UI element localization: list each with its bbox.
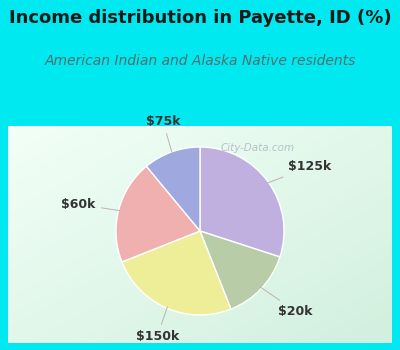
Text: $75k: $75k — [146, 115, 180, 153]
Wedge shape — [200, 231, 280, 309]
Wedge shape — [200, 147, 284, 257]
Text: $150k: $150k — [136, 307, 179, 343]
Text: $20k: $20k — [260, 287, 313, 317]
Wedge shape — [116, 166, 200, 262]
Text: $60k: $60k — [62, 198, 120, 211]
Text: Income distribution in Payette, ID (%): Income distribution in Payette, ID (%) — [9, 9, 391, 27]
Text: City-Data.com: City-Data.com — [220, 143, 294, 153]
Wedge shape — [146, 147, 200, 231]
Text: $125k: $125k — [267, 160, 332, 183]
Text: American Indian and Alaska Native residents: American Indian and Alaska Native reside… — [44, 54, 356, 68]
Wedge shape — [122, 231, 231, 315]
